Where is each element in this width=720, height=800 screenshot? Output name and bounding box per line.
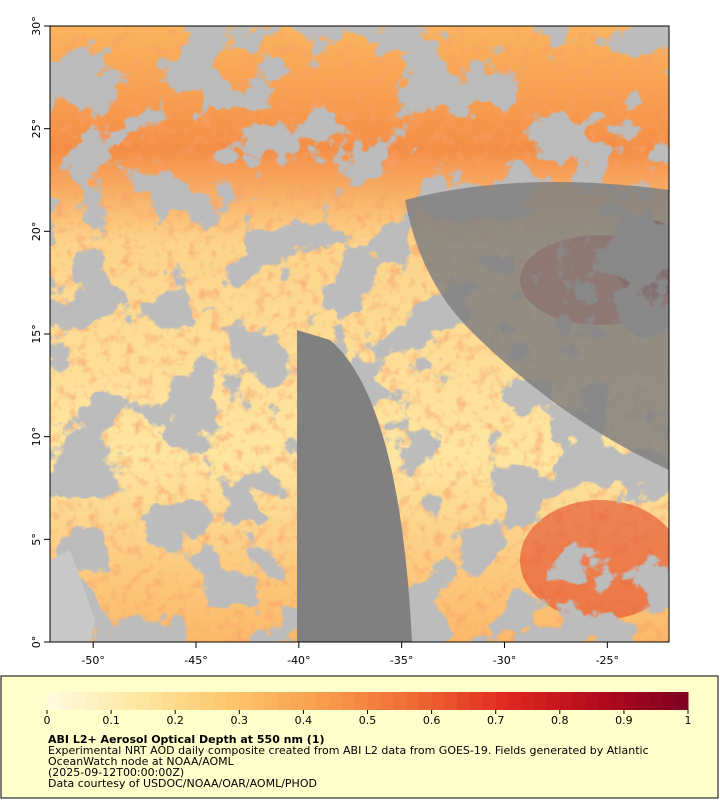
colorbar-step bbox=[188, 692, 202, 710]
colorbar-step bbox=[354, 692, 368, 710]
colorbar-step bbox=[290, 692, 304, 710]
colorbar-step bbox=[636, 692, 651, 710]
legend-line: (2025-09-12T00:00:00Z) bbox=[48, 766, 184, 779]
colorbar-step bbox=[72, 692, 86, 710]
colorbar-step bbox=[482, 692, 497, 710]
colorbar-step bbox=[341, 692, 356, 710]
colorbar-step bbox=[559, 692, 574, 710]
colorbar-step bbox=[252, 692, 266, 710]
colorbar-step bbox=[59, 692, 74, 710]
colorbar-step bbox=[405, 692, 420, 710]
colorbar-step bbox=[239, 692, 253, 710]
colorbar-step bbox=[521, 692, 535, 710]
colorbar-tick-label: 0.4 bbox=[295, 714, 313, 727]
colorbar-step bbox=[457, 692, 471, 710]
x-tick-label: -40° bbox=[287, 654, 310, 667]
colorbar-tick-label: 0.5 bbox=[359, 714, 377, 727]
colorbar-step bbox=[98, 692, 112, 710]
legend-title: ABI L2+ Aerosol Optical Depth at 550 nm … bbox=[48, 733, 325, 746]
x-tick-label: -25° bbox=[596, 654, 619, 667]
colorbar-step bbox=[226, 692, 240, 710]
y-tick-label: 30° bbox=[30, 16, 43, 36]
colorbar-step bbox=[585, 692, 599, 710]
aod-raster bbox=[50, 26, 669, 642]
colorbar-step bbox=[329, 692, 343, 710]
colorbar-tick-label: 0.7 bbox=[487, 714, 505, 727]
colorbar-tick-label: 0.8 bbox=[551, 714, 569, 727]
colorbar-tick-label: 0.9 bbox=[615, 714, 633, 727]
colorbar-step bbox=[47, 692, 61, 710]
colorbar-step bbox=[149, 692, 163, 710]
colorbar-tick-label: 0.6 bbox=[423, 714, 441, 727]
y-tick-label: 15° bbox=[30, 324, 43, 344]
colorbar-step bbox=[380, 692, 394, 710]
colorbar-step bbox=[598, 692, 612, 710]
legend-line: OceanWatch node at NOAA/AOML bbox=[48, 755, 235, 768]
colorbar-step bbox=[123, 692, 138, 710]
colorbar-step bbox=[675, 692, 689, 710]
legend-line: Data courtesy of USDOC/NOAA/OAR/AOML/PHO… bbox=[48, 777, 317, 790]
colorbar-step bbox=[200, 692, 215, 710]
y-tick-label: 5° bbox=[30, 533, 43, 546]
colorbar-step bbox=[546, 692, 561, 710]
y-tick-label: 25° bbox=[30, 119, 43, 139]
colorbar-tick-label: 0.2 bbox=[166, 714, 184, 727]
colorbar-step bbox=[316, 692, 330, 710]
y-tick-label: 0° bbox=[30, 636, 43, 649]
x-tick-label: -45° bbox=[184, 654, 207, 667]
colorbar-step bbox=[264, 692, 279, 710]
colorbar-step bbox=[136, 692, 151, 710]
colorbar-tick-label: 1 bbox=[685, 714, 692, 727]
colorbar-step bbox=[277, 692, 292, 710]
colorbar-step bbox=[495, 692, 510, 710]
colorbar-tick-label: 0.3 bbox=[231, 714, 249, 727]
colorbar-step bbox=[611, 692, 625, 710]
colorbar-step bbox=[85, 692, 99, 710]
colorbar-step bbox=[418, 692, 433, 710]
legend-line: Experimental NRT AOD daily composite cre… bbox=[48, 744, 649, 757]
colorbar-step bbox=[444, 692, 458, 710]
colorbar-step bbox=[649, 692, 663, 710]
colorbar-step bbox=[175, 692, 189, 710]
colorbar-step bbox=[431, 692, 445, 710]
y-tick-label: 10° bbox=[30, 427, 43, 447]
colorbar-step bbox=[162, 692, 176, 710]
colorbar-tick-label: 0.1 bbox=[102, 714, 120, 727]
colorbar-tick-label: 0 bbox=[44, 714, 51, 727]
colorbar-step bbox=[623, 692, 638, 710]
x-tick-label: -30° bbox=[493, 654, 516, 667]
colorbar-step bbox=[470, 692, 484, 710]
colorbar-step bbox=[367, 692, 381, 710]
colorbar-step bbox=[572, 692, 586, 710]
x-tick-label: -50° bbox=[81, 654, 104, 667]
colorbar-step bbox=[508, 692, 522, 710]
colorbar-step bbox=[111, 692, 125, 710]
colorbar-step bbox=[213, 692, 227, 710]
colorbar-step bbox=[662, 692, 676, 710]
colorbar-step bbox=[534, 692, 548, 710]
colorbar-step bbox=[303, 692, 317, 710]
x-tick-label: -35° bbox=[390, 654, 413, 667]
colorbar-step bbox=[393, 692, 407, 710]
y-tick-label: 20° bbox=[30, 222, 43, 242]
